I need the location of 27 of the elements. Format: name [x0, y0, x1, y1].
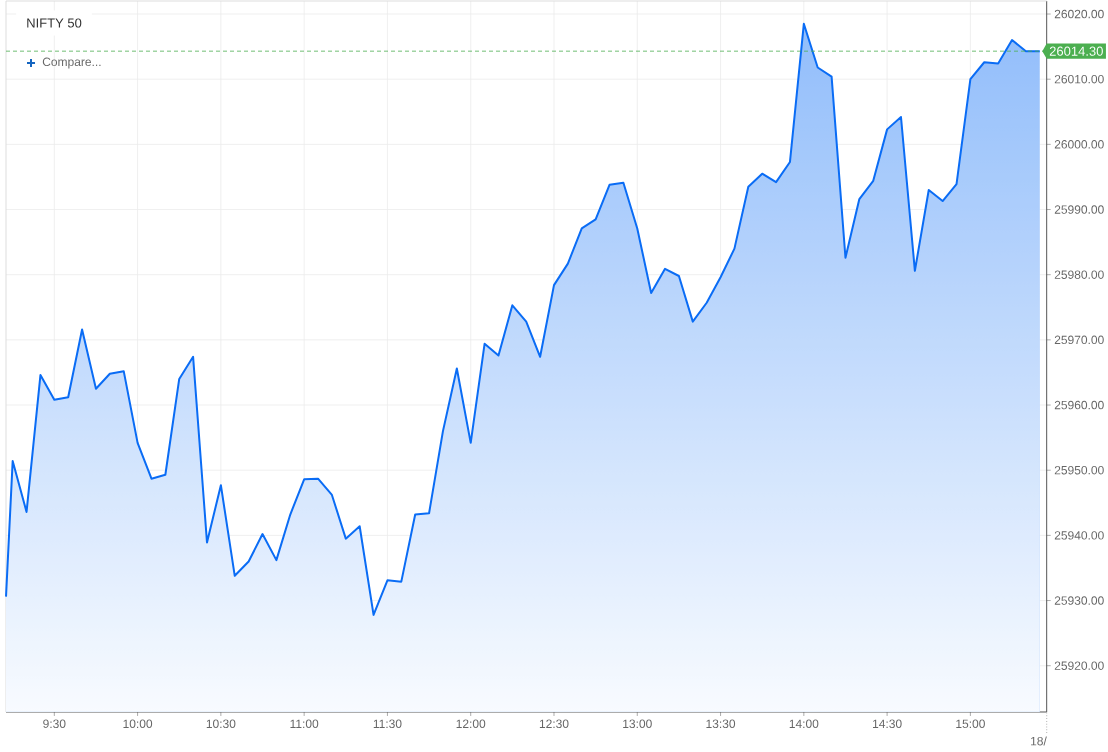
- x-tick-label: 12:30: [539, 719, 569, 728]
- y-tick-label: 25920.00: [1054, 661, 1104, 670]
- y-tick-label: 25960.00: [1054, 400, 1104, 410]
- x-tick-label: 14:30: [873, 719, 902, 728]
- x-tick-label: 10:30: [206, 719, 236, 728]
- y-tick-label: 25930.00: [1054, 596, 1104, 605]
- x-tick-label: 10:00: [123, 719, 153, 728]
- y-tick-label: 25940.00: [1054, 531, 1104, 540]
- y-tick-label: 25990.00: [1054, 205, 1104, 214]
- y-tick-label: 25970.00: [1054, 335, 1104, 345]
- x-tick-label: 13:00: [623, 719, 652, 728]
- x-tick-label: 12:00: [456, 719, 486, 728]
- y-tick-label: 25980.00: [1054, 270, 1104, 279]
- x-tick-label: 13:30: [706, 719, 736, 728]
- y-tick-label: 26000.00: [1054, 140, 1104, 149]
- x-tick-label: 9:30: [43, 719, 66, 728]
- x-tick-label: 11:00: [290, 719, 319, 728]
- y-tick-label: 26010.00: [1054, 74, 1104, 84]
- text: NIFTY 50: [27, 18, 82, 28]
- x-tick-label: 11:30: [373, 719, 402, 728]
- x-tick-label: 14:00: [789, 719, 819, 728]
- ref-line-label: 26014.30: [1049, 46, 1103, 56]
- annotation: Compare...: [42, 57, 101, 69]
- x-tick-label: 15:00: [956, 719, 985, 728]
- text: 18/: [1031, 736, 1047, 746]
- y-tick-label: 26020.00: [1054, 9, 1104, 19]
- y-tick-label: 25950.00: [1054, 465, 1104, 475]
